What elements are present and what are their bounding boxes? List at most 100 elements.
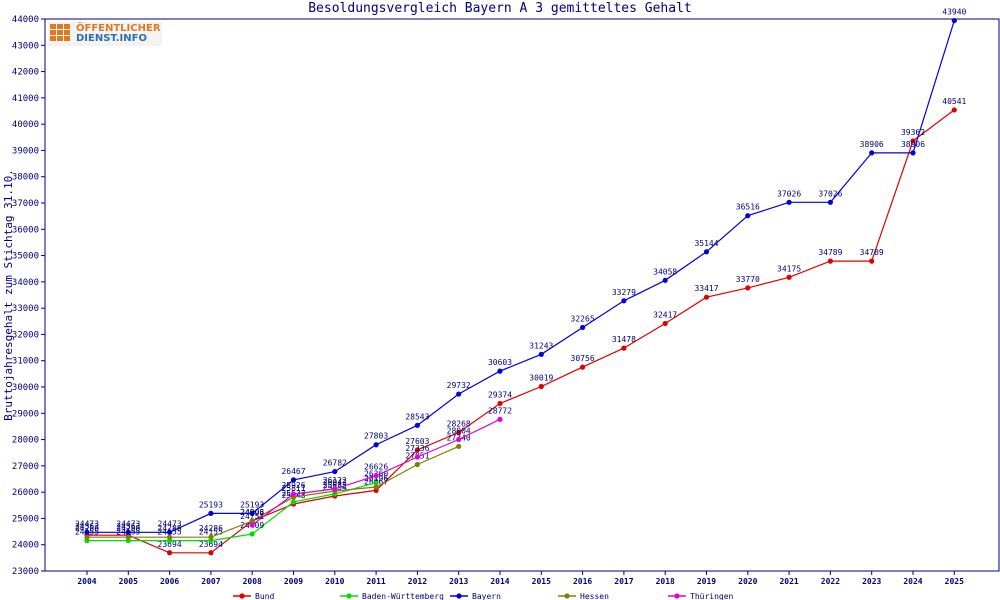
series-line xyxy=(87,20,955,533)
x-tick-label: 2006 xyxy=(160,577,179,586)
data-point xyxy=(414,461,420,468)
data-label: 31243 xyxy=(529,341,553,350)
data-label: 38906 xyxy=(901,140,925,149)
data-point xyxy=(497,416,503,422)
data-label: 24363 xyxy=(75,522,99,531)
y-tick-label: 38000 xyxy=(12,173,39,183)
y-tick-label: 23000 xyxy=(12,567,39,577)
data-label: 24286 xyxy=(75,524,99,533)
data-label: 36516 xyxy=(736,203,760,212)
y-tick-label: 36000 xyxy=(12,225,39,235)
data-label: 40541 xyxy=(942,97,966,106)
y-axis-label: Bruttojahresgehalt zum Stichtag 31.10. xyxy=(2,169,15,421)
data-label: 38906 xyxy=(860,140,884,149)
data-label: 29732 xyxy=(447,381,471,390)
data-label: 28004 xyxy=(447,426,471,435)
data-point xyxy=(414,447,420,453)
logo-grid-icon xyxy=(50,24,72,44)
legend-marker xyxy=(456,593,462,599)
x-tick-label: 2023 xyxy=(862,577,881,586)
data-point xyxy=(167,550,173,556)
data-label: 25932 xyxy=(323,481,347,490)
data-point xyxy=(208,550,214,556)
x-tick-label: 2008 xyxy=(243,577,262,586)
data-point xyxy=(290,499,297,505)
data-point xyxy=(456,429,462,436)
data-label: 26196 xyxy=(364,474,388,483)
y-axis: 23000 24000 25000 26000 27000 28000 29000 30000… xyxy=(12,15,45,577)
data-point xyxy=(951,17,957,24)
data-label: 26782 xyxy=(323,459,347,468)
x-tick-label: 2014 xyxy=(490,577,509,586)
data-point xyxy=(580,324,586,331)
data-label: 34058 xyxy=(653,267,677,276)
y-tick-label: 32000 xyxy=(12,330,39,340)
x-tick-label: 2025 xyxy=(945,577,964,586)
data-point xyxy=(249,522,255,528)
logo-line-1: ÖFFENTLICHER xyxy=(76,23,161,34)
data-label: 23694 xyxy=(199,540,223,549)
x-tick-label: 2020 xyxy=(738,577,757,586)
data-label: 24473 xyxy=(75,519,99,528)
y-tick-label: 39000 xyxy=(12,146,39,156)
data-label: 25926 xyxy=(281,481,305,490)
data-point xyxy=(373,473,379,479)
legend-marker xyxy=(239,593,245,599)
data-point xyxy=(249,510,255,516)
data-point xyxy=(745,213,751,219)
data-label: 27603 xyxy=(405,437,429,446)
data-label: 24286 xyxy=(116,524,140,533)
data-label: 26626 xyxy=(364,463,388,472)
data-point xyxy=(951,107,957,113)
x-tick-label: 2019 xyxy=(697,577,716,586)
series-line xyxy=(87,482,377,542)
data-point xyxy=(827,258,834,264)
x-tick-label: 2022 xyxy=(821,577,840,586)
y-tick-label: 26000 xyxy=(12,488,39,498)
data-point xyxy=(332,468,338,475)
data-point xyxy=(84,534,90,540)
data-label: 25193 xyxy=(240,500,264,509)
series-bayern: 24473 24473 24473 25193 25193 26467 26782 27803… xyxy=(75,8,967,535)
x-tick-label: 2009 xyxy=(284,577,303,586)
x-tick-label: 2012 xyxy=(408,577,427,586)
data-label: 25811 xyxy=(281,484,305,493)
y-tick-label: 43000 xyxy=(12,41,39,51)
x-tick-label: 2024 xyxy=(903,577,922,586)
y-tick-label: 34000 xyxy=(12,278,39,288)
legend-label: Baden-Württemberg xyxy=(362,592,444,600)
y-tick-label: 42000 xyxy=(12,68,39,78)
data-label: 28772 xyxy=(488,406,512,415)
data-point xyxy=(125,529,131,535)
series-th-ringen: 24751 25926 26122 26626 27336 28004 28772 xyxy=(240,406,512,528)
data-label: 34175 xyxy=(777,264,801,273)
data-label: 33279 xyxy=(612,288,636,297)
data-label: 33770 xyxy=(736,275,760,284)
x-tick-label: 2021 xyxy=(779,577,798,586)
data-label: 24906 xyxy=(240,508,264,517)
data-label: 24155 xyxy=(199,528,223,537)
site-logo: ÖFFENTLICHER DIENST.INFO xyxy=(48,22,162,46)
data-point xyxy=(373,484,379,490)
legend-marker xyxy=(564,593,570,599)
data-point xyxy=(208,534,214,540)
legend-marker xyxy=(346,593,352,599)
data-point xyxy=(910,150,916,156)
data-point xyxy=(827,199,834,205)
data-point xyxy=(290,491,297,497)
x-tick-label: 2005 xyxy=(119,577,138,586)
x-tick-label: 2011 xyxy=(366,577,385,586)
legend-label: Bayern xyxy=(472,592,501,600)
data-point xyxy=(373,480,379,486)
data-label: 30756 xyxy=(571,354,595,363)
data-point xyxy=(703,249,710,255)
legend-label: Thüringen xyxy=(690,592,734,600)
data-point xyxy=(869,150,875,156)
data-label: 26042 xyxy=(323,478,347,487)
y-tick-label: 24000 xyxy=(12,541,39,551)
plot-frame xyxy=(44,18,1000,572)
data-point xyxy=(249,518,255,524)
series-line xyxy=(87,445,459,538)
data-point xyxy=(167,529,173,535)
y-tick-label: 40000 xyxy=(12,120,39,130)
